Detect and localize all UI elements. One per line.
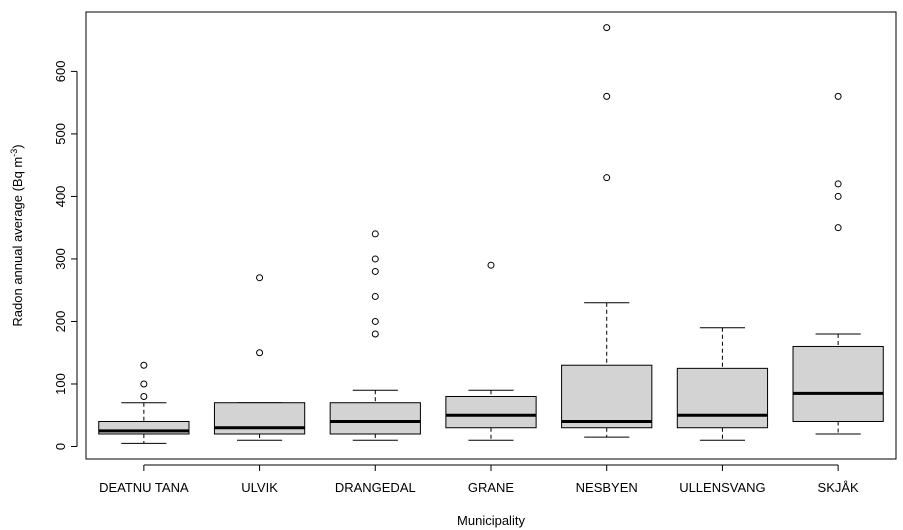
y-tick-label-600: 600 (53, 61, 68, 83)
box-2 (329, 402, 421, 435)
outlier-6-3 (834, 92, 842, 100)
outlier-2-5 (371, 230, 379, 238)
plot-frame (85, 11, 897, 460)
outlier-2-3 (371, 267, 379, 275)
y-axis-title-main: Radon annual average (Bq m (10, 157, 25, 327)
outlier-0-2 (140, 361, 148, 369)
box-6 (792, 345, 884, 422)
y-tick-label-200: 200 (53, 311, 68, 333)
outlier-4-1 (603, 92, 611, 100)
x-tick-label-4: NESBYEN (576, 480, 638, 495)
outlier-6-2 (834, 180, 842, 188)
outlier-4-2 (603, 24, 611, 32)
plot-area: 0 100 200 300 400 500 600 DEATNU TANA ULVIK DRANG… (53, 11, 897, 495)
y-tick-label-300: 300 (53, 248, 68, 270)
box-1 (213, 402, 306, 435)
outlier-1-0 (256, 349, 264, 357)
outlier-3-0 (487, 261, 495, 269)
outlier-2-0 (371, 330, 379, 338)
y-axis-title-suffix: ) (10, 144, 25, 148)
outlier-6-0 (834, 224, 842, 232)
x-tick-label-3: GRANE (468, 480, 515, 495)
outlier-0-1 (140, 380, 148, 388)
box-5 (676, 367, 769, 429)
outlier-6-1 (834, 192, 842, 200)
outlier-2-2 (371, 292, 379, 300)
y-axis-title: Radon annual average (Bq m-3) (9, 144, 25, 326)
x-tick-label-1: ULVIK (241, 480, 278, 495)
x-tick-label-2: DRANGEDAL (335, 480, 416, 495)
x-tick-label-0: DEATNU TANA (99, 480, 189, 495)
outlier-4-0 (603, 174, 611, 182)
outlier-2-1 (371, 317, 379, 325)
x-tick-label-5: ULLENSVANG (679, 480, 765, 495)
y-tick-label-500: 500 (53, 123, 68, 145)
outlier-2-4 (371, 255, 379, 263)
outlier-1-1 (256, 274, 264, 282)
x-axis-title: Municipality (457, 513, 525, 528)
y-axis-title-superscript: -3 (9, 149, 19, 157)
box-4 (561, 364, 653, 429)
y-tick-label-100: 100 (53, 373, 68, 395)
box-3 (445, 395, 537, 429)
y-tick-label-0: 0 (53, 443, 68, 450)
y-tick-label-400: 400 (53, 186, 68, 208)
x-tick-label-6: SKJÅK (818, 480, 860, 495)
outlier-0-0 (140, 392, 148, 400)
